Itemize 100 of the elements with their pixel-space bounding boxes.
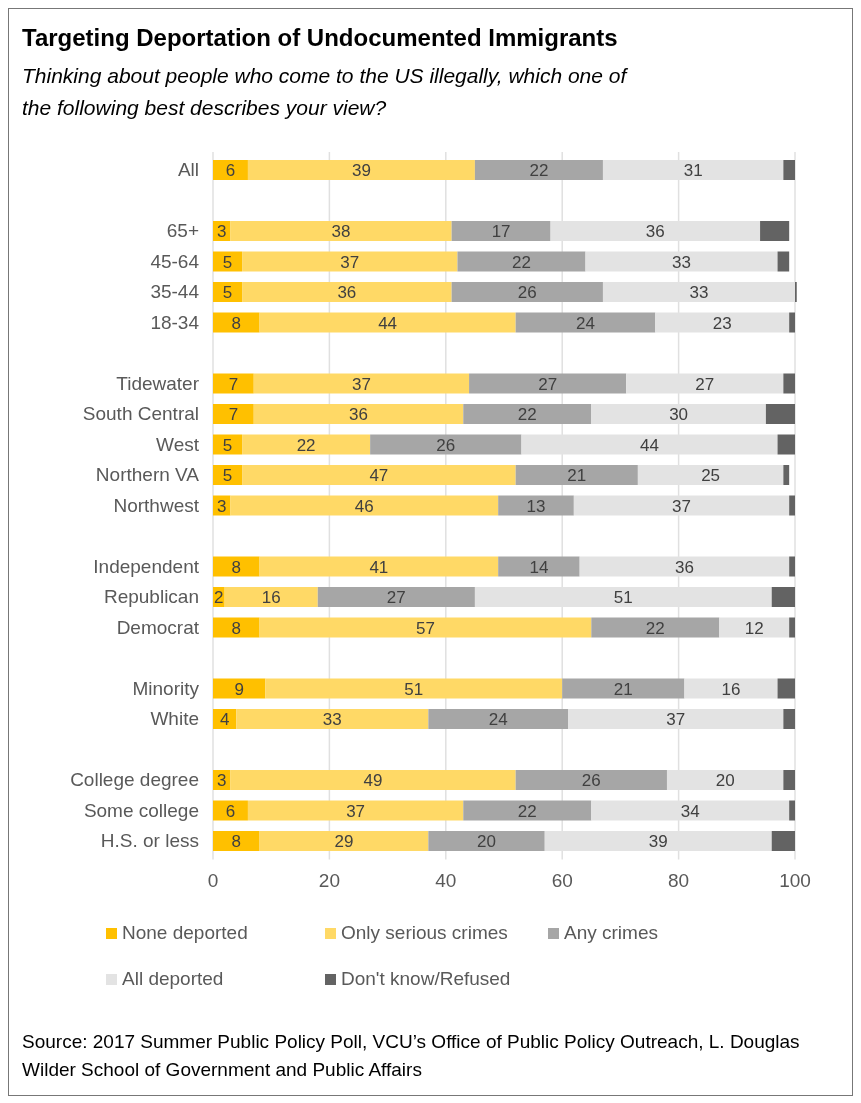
bar	[789, 495, 795, 516]
data-label: 36	[645, 222, 665, 241]
bar	[515, 312, 656, 333]
data-label: 22	[512, 252, 531, 272]
data-label: 16	[721, 679, 741, 699]
bar	[428, 709, 569, 729]
data-label: 27	[538, 374, 558, 394]
x-tick-label: 40	[435, 869, 457, 891]
data-label: 26	[581, 771, 601, 790]
data-label: 5	[222, 466, 233, 485]
data-label: 37	[666, 710, 686, 729]
data-label: 27	[695, 374, 715, 394]
bar	[777, 434, 795, 455]
legend-label: All deported	[122, 968, 224, 989]
bar	[213, 160, 248, 180]
y-tick-label: Democrat	[116, 616, 200, 638]
y-tick-label: Republican	[103, 586, 199, 607]
x-tick-label: 80	[668, 869, 690, 891]
data-label: 39	[648, 832, 668, 851]
data-label: 20	[715, 771, 735, 790]
bar	[213, 678, 266, 699]
bar	[213, 312, 260, 333]
data-label: 33	[689, 283, 709, 302]
bar	[213, 373, 254, 394]
bar	[247, 800, 464, 821]
bar	[428, 831, 545, 851]
data-label: 38	[331, 222, 351, 241]
data-label: 49	[363, 771, 383, 790]
bar	[765, 404, 795, 424]
data-label: 14	[529, 557, 549, 577]
data-label: 5	[222, 435, 233, 455]
bar	[684, 678, 778, 699]
bar	[213, 800, 248, 821]
bar	[259, 831, 429, 851]
bar	[242, 465, 516, 485]
y-tick-label: Some college	[83, 799, 199, 821]
data-label: 39	[351, 161, 371, 180]
data-label: 13	[526, 496, 546, 516]
data-label: 3	[217, 771, 227, 790]
data-label: 36	[349, 405, 368, 424]
y-tick-label: Northern VA	[95, 464, 200, 485]
legend-label: None deported	[122, 922, 248, 943]
bar	[259, 556, 499, 577]
bar	[789, 800, 795, 821]
data-label: 21	[567, 466, 587, 485]
y-tick-label: Independent	[93, 555, 200, 577]
bar	[265, 678, 563, 699]
x-tick-label: 100	[779, 869, 811, 891]
source-note: Source: 2017 Summer Public Policy Poll, VCU’s Office of Public Policy Outreach, L. Douglas Wilder School of Government and Public Affairs	[22, 1031, 800, 1080]
y-tick-label: Northwest	[113, 494, 200, 516]
data-label: 37	[672, 496, 691, 516]
bar	[515, 465, 638, 485]
data-label: 36	[674, 557, 694, 577]
data-label: 26	[517, 283, 537, 302]
data-label: 34	[680, 801, 700, 821]
chart-title: Targeting Deportation of Undocumented Immigrants	[22, 24, 618, 51]
bar	[259, 312, 516, 333]
bar	[370, 434, 522, 455]
data-label: 51	[613, 588, 633, 607]
data-label: 36	[337, 283, 357, 302]
y-tick-label: White	[150, 708, 199, 729]
bar	[230, 221, 452, 241]
legend-label: Don't know/Refused	[341, 968, 511, 989]
data-label: 51	[404, 679, 424, 699]
bar	[474, 160, 603, 180]
data-label: 12	[744, 618, 764, 638]
data-label: 7	[228, 405, 239, 424]
bar	[789, 556, 795, 577]
bar	[230, 770, 516, 790]
data-label: 20	[477, 832, 496, 851]
bar	[783, 465, 790, 485]
x-tick-label: 0	[207, 869, 219, 891]
data-label: 8	[231, 557, 242, 577]
data-label: 47	[369, 466, 389, 485]
bar	[259, 617, 592, 638]
y-tick-label: All	[177, 159, 199, 180]
data-label: 22	[517, 801, 537, 821]
data-label: 3	[217, 496, 227, 516]
y-tick-label: College degree	[70, 769, 199, 790]
bar	[783, 709, 795, 729]
bar	[789, 617, 795, 638]
bar	[253, 404, 464, 424]
bar	[224, 587, 318, 607]
data-label: 33	[672, 252, 691, 272]
data-label: 30	[669, 405, 689, 424]
y-tick-label: Minority	[132, 677, 200, 699]
bar	[213, 556, 260, 577]
data-label: 8	[231, 313, 242, 333]
data-label: 37	[340, 252, 360, 272]
bar	[783, 160, 795, 180]
data-label: 44	[640, 435, 659, 455]
data-label: 24	[488, 710, 508, 729]
y-tick-label: 45-64	[150, 250, 200, 272]
bar	[451, 221, 551, 241]
bar	[213, 617, 260, 638]
data-label: 44	[378, 313, 398, 333]
bar	[247, 160, 475, 180]
bar	[317, 587, 475, 607]
y-tick-label: 35-44	[150, 281, 200, 302]
bar	[463, 404, 592, 424]
